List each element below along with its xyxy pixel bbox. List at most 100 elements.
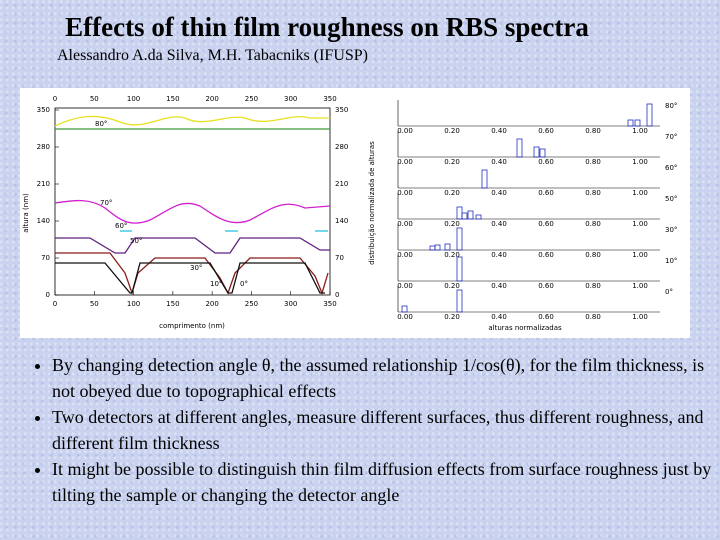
curve-10 [55, 262, 325, 294]
x-tick-label: 0.60 [538, 251, 554, 259]
x-tick-label: 300 [284, 300, 297, 308]
curve-80 [54, 115, 330, 127]
x-tick-label: 350 [323, 95, 336, 103]
x-tick-label: 0.40 [491, 158, 507, 166]
hist-bar [444, 243, 451, 251]
x-tick-label: 300 [284, 95, 297, 103]
x-tick-label: 1.00 [632, 158, 648, 166]
y-tick-label: 140 [335, 217, 348, 225]
bullet: By changing detection angle θ, the assum… [52, 352, 712, 404]
panel-label: 80° [665, 102, 677, 110]
x-tick-label: 350 [323, 300, 336, 308]
subtitle: Alessandro A.da Silva, M.H. Tabacniks (I… [57, 47, 369, 64]
x-tick-label: 0.20 [444, 251, 460, 259]
x-tick-label: 0.20 [444, 158, 460, 166]
y-tick-label: 350 [335, 106, 348, 114]
x-tick-label: 0.00 [397, 127, 413, 135]
x-tick-label: 0.20 [444, 220, 460, 228]
hist-bar [481, 169, 488, 189]
x-tick-label: 1.00 [632, 189, 648, 197]
panel-label: 30° [665, 226, 677, 234]
y-tick-label: 280 [37, 143, 50, 151]
curve-label: 60° [115, 222, 127, 230]
hist-bar [401, 305, 408, 313]
x-tick-label: 1.00 [632, 313, 648, 321]
x-tick-label: 0.00 [397, 313, 413, 321]
x-tick-label: 100 [127, 95, 140, 103]
x-tick-label: 50 [90, 95, 99, 103]
x-tick-label: 0 [53, 95, 57, 103]
hist-bar [533, 146, 540, 158]
y-tick-label: 0 [335, 291, 339, 299]
x-axis-label: alturas normalizadas [488, 324, 562, 332]
bullet: It might be possible to distinguish thin… [52, 456, 712, 508]
hist-bar [461, 212, 468, 220]
hist-bar [456, 289, 463, 313]
x-tick-label: 0.80 [585, 282, 601, 290]
x-tick-label: 0.20 [444, 282, 460, 290]
x-tick-label: 0.40 [491, 313, 507, 321]
y-axis-label: distribuição normalizada de alturas [368, 141, 376, 265]
hist-bar [467, 210, 474, 220]
curve-label: 50° [130, 237, 142, 245]
title: Effects of thin film roughness on RBS sp… [65, 12, 589, 42]
x-tick-label: 150 [166, 95, 179, 103]
x-tick-label: 250 [245, 95, 258, 103]
x-tick-label: 0.00 [397, 189, 413, 197]
x-tick-label: 250 [245, 300, 258, 308]
hist-bar [456, 227, 463, 251]
bullet-list: By changing detection angle θ, the assum… [22, 352, 712, 508]
hist-bar [456, 256, 463, 282]
figure: 0050501001001501502002002502503003003503… [20, 88, 690, 338]
x-tick-label: 0.00 [397, 158, 413, 166]
curve-label: 0° [240, 280, 248, 288]
x-tick-label: 0.60 [538, 158, 554, 166]
hist-bar [434, 244, 441, 251]
hist-bar [475, 214, 482, 220]
x-tick-label: 0.40 [491, 127, 507, 135]
x-tick-label: 0.60 [538, 220, 554, 228]
x-tick-label: 0.40 [491, 282, 507, 290]
x-tick-label: 50 [90, 300, 99, 308]
y-tick-label: 210 [335, 180, 348, 188]
y-tick-label: 350 [37, 106, 50, 114]
x-tick-label: 0.20 [444, 313, 460, 321]
curves [54, 115, 331, 296]
x-tick-label: 0.80 [585, 313, 601, 321]
y-tick-label: 0 [46, 291, 50, 299]
curve-label: 30° [190, 264, 202, 272]
x-tick-label: 0.80 [585, 127, 601, 135]
x-tick-label: 0.60 [538, 313, 554, 321]
x-tick-label: 100 [127, 300, 140, 308]
y-tick-label: 70 [335, 254, 344, 262]
panel-label: 50° [665, 195, 677, 203]
hist-bar [646, 103, 653, 127]
curve-label: 70° [100, 199, 112, 207]
x-tick-label: 0.40 [491, 251, 507, 259]
left-plot-frame [54, 107, 331, 296]
x-tick-label: 0.40 [491, 189, 507, 197]
y-axis-label: altura (nm) [22, 193, 30, 233]
x-tick-label: 0.80 [585, 220, 601, 228]
x-axis-label: comprimento (nm) [159, 322, 225, 330]
y-tick-label: 210 [37, 180, 50, 188]
y-tick-label: 70 [41, 254, 50, 262]
x-tick-label: 1.00 [632, 282, 648, 290]
curve-30 [55, 252, 329, 296]
x-tick-label: 0.80 [585, 158, 601, 166]
x-tick-label: 0.00 [397, 220, 413, 228]
x-tick-label: 0 [53, 300, 57, 308]
x-tick-label: 0.40 [491, 220, 507, 228]
curve-label: 10° [210, 280, 222, 288]
x-tick-label: 1.00 [632, 127, 648, 135]
x-tick-label: 150 [166, 300, 179, 308]
panel-label: 60° [665, 164, 677, 172]
x-tick-label: 0.80 [585, 251, 601, 259]
x-tick-label: 0.00 [397, 282, 413, 290]
x-tick-label: 0.80 [585, 189, 601, 197]
x-tick-label: 0.60 [538, 127, 554, 135]
y-tick-label: 140 [37, 217, 50, 225]
hist-bar [539, 148, 546, 158]
hist-bar [627, 119, 634, 127]
